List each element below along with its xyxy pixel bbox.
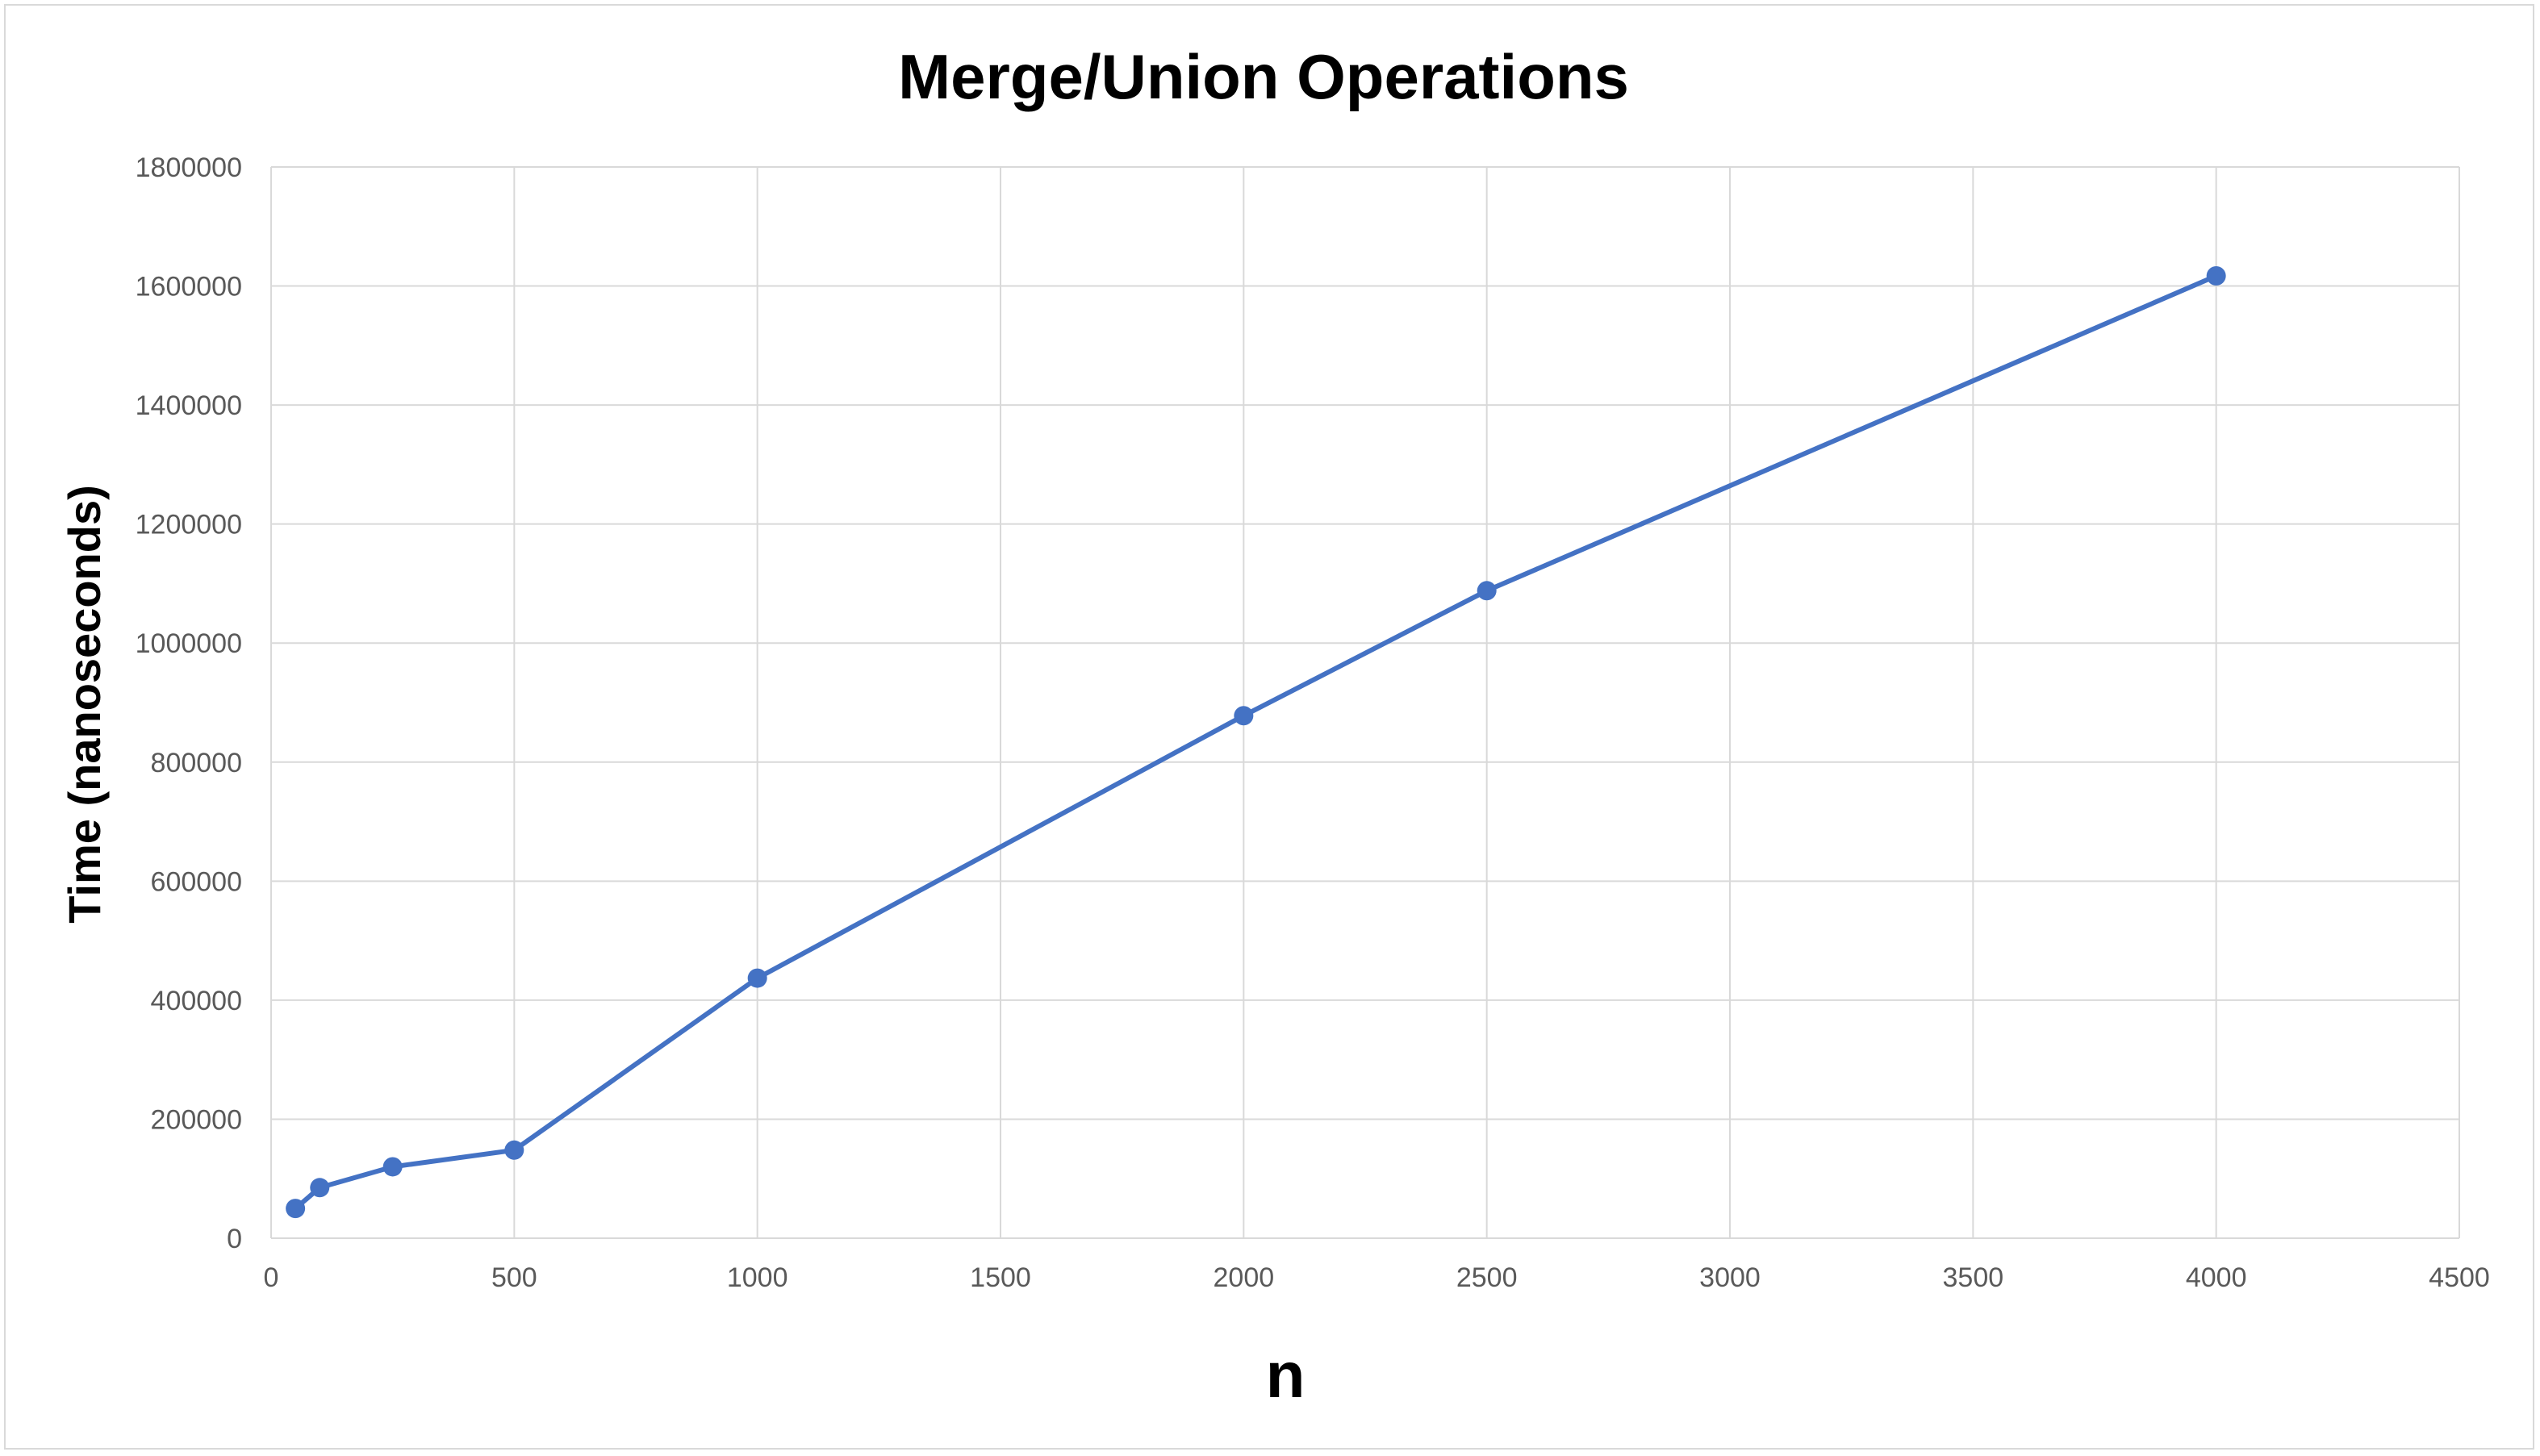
- y-tick-label: 1000000: [136, 628, 242, 659]
- x-tick-label: 2500: [1456, 1262, 1518, 1293]
- x-tick-label: 1500: [970, 1262, 1031, 1293]
- x-axis-tick-labels: 0 500 1000 1500 2000 2500 3000 3500 4000 4500: [264, 1262, 2490, 1293]
- y-tick-label: 1800000: [136, 152, 242, 183]
- y-axis-title: Time (nanoseconds): [59, 485, 110, 924]
- y-tick-label: 400000: [151, 986, 242, 1016]
- data-point: [2206, 266, 2226, 286]
- data-point: [504, 1140, 524, 1160]
- data-point: [382, 1157, 403, 1177]
- y-tick-label: 0: [227, 1224, 242, 1254]
- x-tick-label: 1000: [727, 1262, 788, 1293]
- y-tick-label: 200000: [151, 1104, 242, 1135]
- y-tick-label: 800000: [151, 748, 242, 778]
- x-tick-label: 500: [491, 1262, 537, 1293]
- series-line: [293, 273, 2219, 1212]
- x-tick-label: 0: [264, 1262, 279, 1293]
- y-tick-label: 1400000: [136, 390, 242, 421]
- data-point: [310, 1178, 330, 1198]
- x-axis-title: n: [1266, 1339, 1306, 1411]
- y-tick-label: 600000: [151, 866, 242, 897]
- data-point: [1477, 581, 1497, 601]
- chart-frame: [4, 4, 2534, 1450]
- data-point: [286, 1199, 306, 1219]
- x-tick-label: 2000: [1214, 1262, 1275, 1293]
- x-tick-label: 4000: [2186, 1262, 2247, 1293]
- x-tick-label: 4500: [2429, 1262, 2490, 1293]
- grid: [270, 166, 2460, 1239]
- chart-title: Merge/Union Operations: [898, 41, 1629, 112]
- y-axis-tick-labels: 0 200000 400000 600000 800000 1000000 1200000 1…: [136, 152, 242, 1254]
- x-tick-label: 3000: [1699, 1262, 1761, 1293]
- data-point: [1234, 706, 1254, 726]
- y-tick-label: 1200000: [136, 510, 242, 540]
- x-tick-label: 3500: [1943, 1262, 2004, 1293]
- series: [286, 266, 2226, 1219]
- data-point: [747, 968, 767, 988]
- y-tick-label: 1600000: [136, 272, 242, 302]
